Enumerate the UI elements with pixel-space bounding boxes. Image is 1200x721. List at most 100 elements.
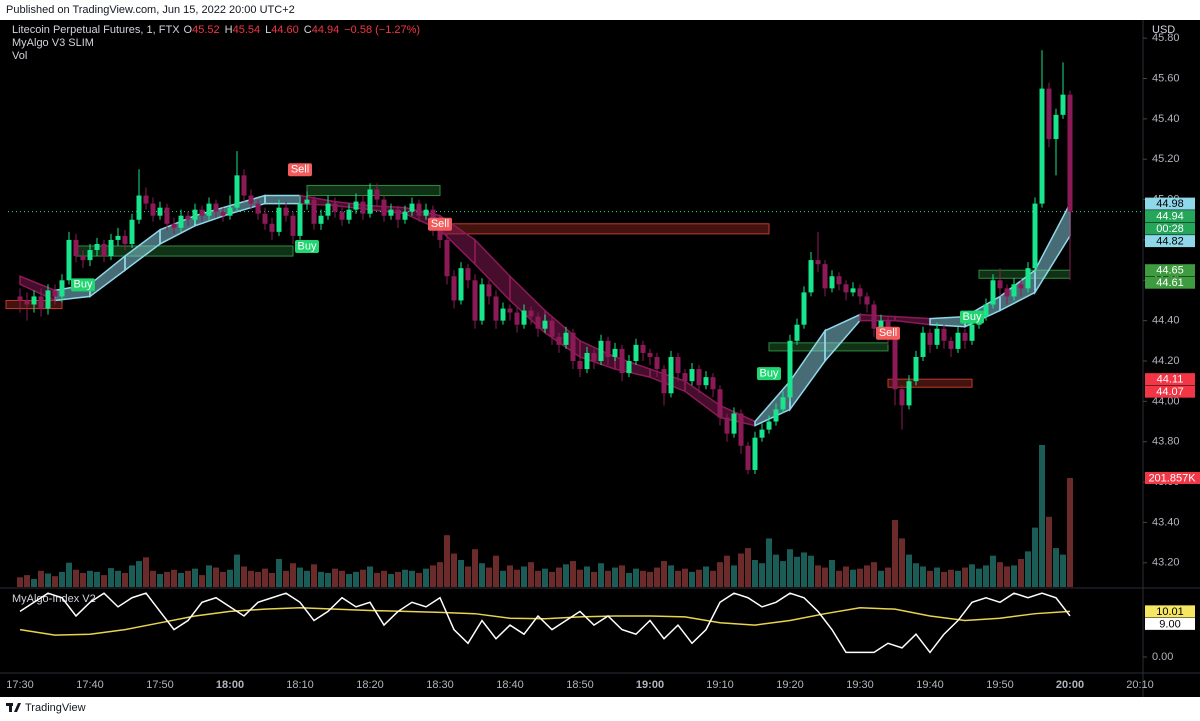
candle-body <box>710 377 716 390</box>
countdown: 00:28 <box>1156 223 1184 235</box>
volume-bar <box>283 570 289 587</box>
footer-logo <box>6 703 21 712</box>
volume-bar <box>360 569 366 587</box>
volume-bar <box>1039 445 1045 587</box>
candle-body <box>584 352 590 370</box>
candle-body <box>269 223 275 232</box>
signal-label: Sell <box>431 218 449 230</box>
volume-bar <box>661 561 667 587</box>
volume-bar <box>115 570 121 587</box>
volume-bar <box>535 570 541 587</box>
volume-bar <box>759 563 765 587</box>
candle-body <box>234 175 240 208</box>
candle-body <box>1053 114 1059 140</box>
x-tick-label: 19:30 <box>846 679 874 691</box>
volume-bar <box>598 563 604 587</box>
volume-bar <box>934 567 940 587</box>
candle-body <box>59 280 65 297</box>
volume-bar <box>220 571 226 587</box>
price-tag: 44.65 <box>1156 265 1184 277</box>
volume-bar <box>724 555 730 587</box>
volume-bar <box>465 566 471 587</box>
volume-bar <box>66 562 72 587</box>
candle-body <box>493 296 499 321</box>
candle-body <box>402 211 408 220</box>
price-tag: 44.94 <box>1156 211 1184 223</box>
signal-box <box>295 239 319 253</box>
volume-bar <box>780 561 786 587</box>
volume-bar <box>689 571 695 587</box>
index-title: MyAlgo-Index V2 <box>12 593 96 605</box>
volume-bar <box>136 561 142 587</box>
candle-body <box>283 207 289 216</box>
candle-body <box>339 211 345 220</box>
x-tick-label: 17:40 <box>76 679 104 691</box>
candle-body <box>416 203 422 216</box>
candle-body <box>990 280 996 305</box>
ohlc-key: L <box>265 24 271 36</box>
candle-body <box>164 207 170 224</box>
candle-body <box>192 209 198 220</box>
ohlc-key: H <box>225 24 233 36</box>
symbol: Litecoin Perpetual Futures, 1, FTX <box>12 24 180 36</box>
candle-body <box>626 361 632 374</box>
candle-body <box>507 308 513 313</box>
volume-bar <box>927 570 933 587</box>
candle-body <box>696 369 702 386</box>
candle-body <box>451 276 457 301</box>
volume-bar <box>703 566 709 587</box>
volume-bar <box>941 571 947 587</box>
volume-bar <box>612 567 618 587</box>
y-tick-label: 45.40 <box>1152 113 1180 125</box>
candle-body <box>73 239 79 257</box>
candle-body <box>1067 94 1073 212</box>
volume-bar <box>829 560 835 587</box>
candle-body <box>66 239 72 281</box>
candle-body <box>794 324 800 341</box>
candle-body <box>395 209 401 220</box>
price-tag-box <box>1145 197 1195 210</box>
volume-bar <box>444 535 450 587</box>
x-tick-label: 20:10 <box>1126 679 1154 691</box>
countdown-box <box>1145 222 1195 235</box>
candle-body <box>353 201 359 210</box>
volume-bar <box>969 564 975 587</box>
volume-bar <box>87 570 93 587</box>
volume-bar <box>899 538 905 587</box>
price-tag: 44.61 <box>1156 277 1184 289</box>
candle-body <box>304 199 310 204</box>
volume-bar <box>850 569 856 587</box>
volume-bar <box>815 565 821 587</box>
volume-bar <box>1067 478 1073 587</box>
volume-bar <box>388 574 394 587</box>
candle-body <box>549 320 555 337</box>
candle-body <box>374 189 380 200</box>
candle-body <box>24 300 30 305</box>
candle-body <box>213 203 219 212</box>
candle-body <box>843 284 849 293</box>
volume-bar <box>122 572 128 587</box>
candle-body <box>675 356 681 374</box>
candle-body <box>514 312 520 325</box>
volume-bar <box>633 568 639 587</box>
index-tick-label: 0.00 <box>1152 651 1173 663</box>
change: −0.58 (−1.27%) <box>344 24 420 36</box>
candle-body <box>122 235 128 244</box>
candle-body <box>570 332 576 361</box>
candle-body <box>766 421 772 430</box>
x-tick-label: 18:50 <box>566 679 594 691</box>
price-tag: 44.11 <box>1157 374 1184 386</box>
volume-bar <box>1053 548 1059 587</box>
volume-bar <box>864 565 870 587</box>
volume-bar <box>808 555 814 587</box>
x-tick-label: 18:20 <box>356 679 384 691</box>
candle-body <box>871 304 877 329</box>
volume-bar <box>570 561 576 587</box>
volume-bar <box>234 554 240 587</box>
volume-bar <box>479 563 485 587</box>
candle-body <box>829 276 835 289</box>
published: Published on TradingView.com, Jun 15, 20… <box>6 4 295 16</box>
candle-body <box>486 284 492 297</box>
candle-body <box>325 203 331 216</box>
